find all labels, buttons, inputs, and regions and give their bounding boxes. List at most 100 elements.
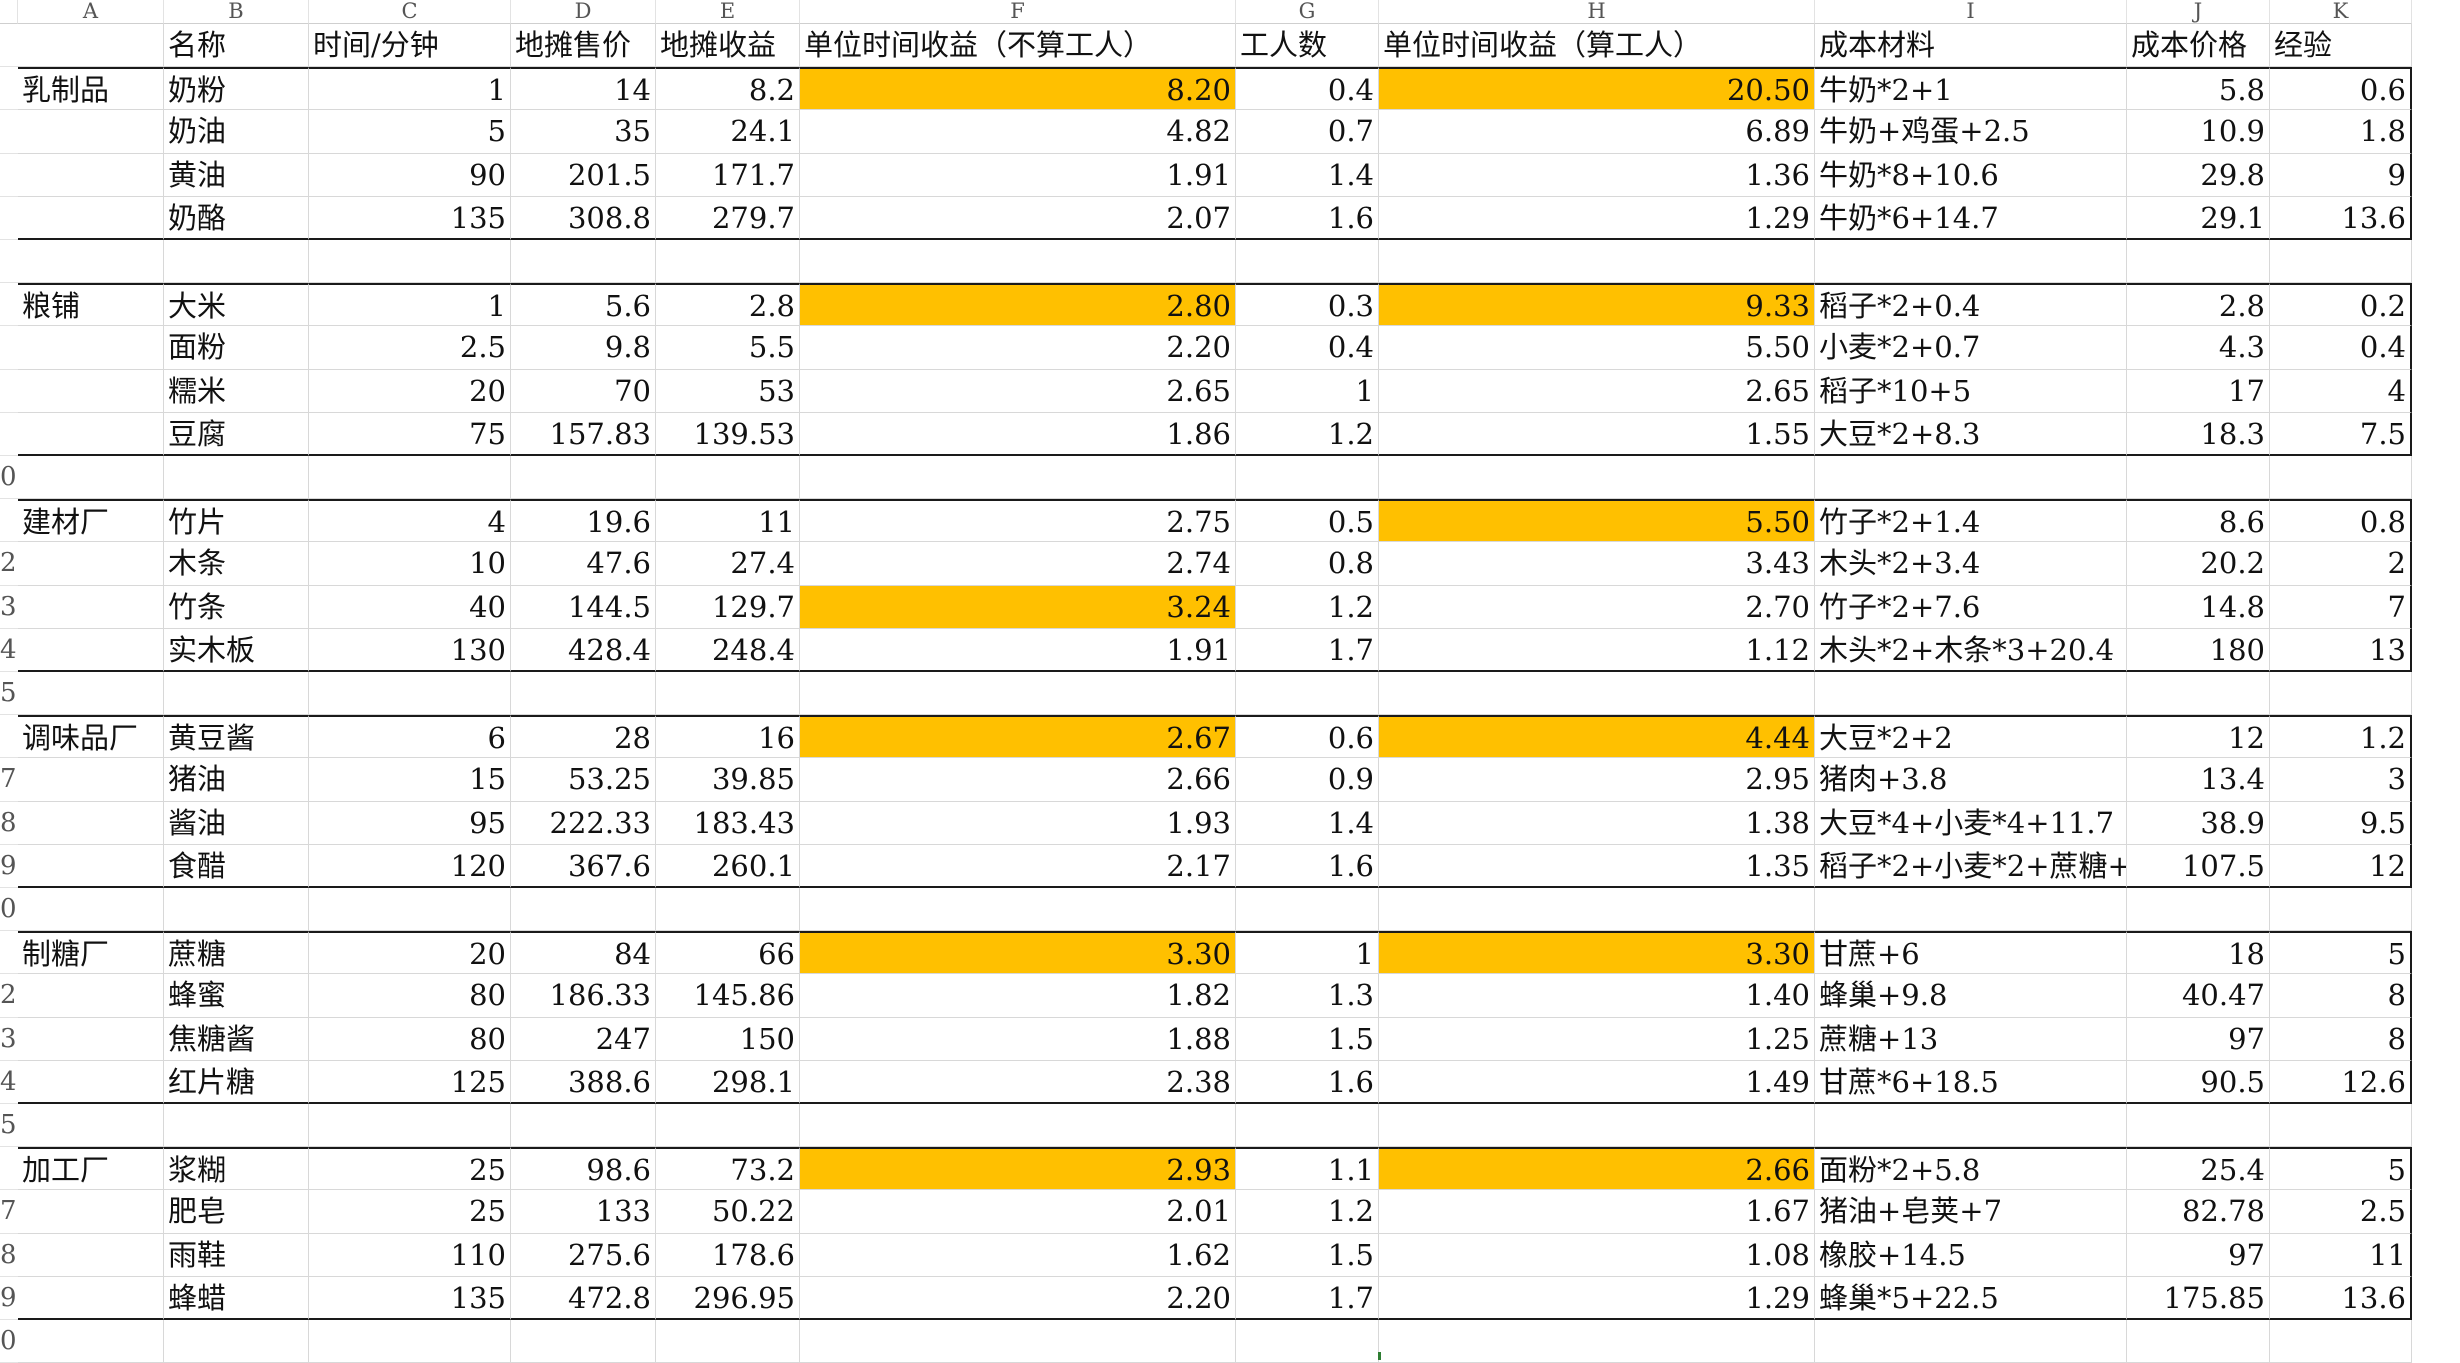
price-col-cell[interactable]: 28 <box>511 715 656 759</box>
profit-col-cell[interactable]: 27.4 <box>656 542 800 586</box>
profit-col-cell[interactable]: 248.4 <box>656 628 800 672</box>
profit-col-cell[interactable]: 298.1 <box>656 1060 800 1104</box>
rate-worker-col-cell[interactable]: 1.40 <box>1379 974 1815 1018</box>
cost-col-cell[interactable]: 20.2 <box>2127 542 2270 586</box>
materials-col-cell[interactable]: 牛奶*6+14.7 <box>1815 196 2127 240</box>
price-col-cell[interactable]: 14 <box>511 67 656 111</box>
name-col-cell[interactable]: 大米 <box>164 283 309 327</box>
cost-col-cell[interactable] <box>2127 888 2270 932</box>
rate-no-worker-col-cell[interactable]: 2.66 <box>800 758 1236 802</box>
materials-col-cell[interactable]: 小麦*2+0.7 <box>1815 326 2127 370</box>
materials-col-cell[interactable]: 大豆*2+8.3 <box>1815 412 2127 456</box>
rate-no-worker-col-cell[interactable]: 2.01 <box>800 1190 1236 1234</box>
column-header-b[interactable]: B <box>164 0 309 24</box>
workers-col-cell[interactable]: 1.6 <box>1236 844 1379 888</box>
exp-col-cell[interactable] <box>2270 456 2412 500</box>
profit-col-cell[interactable]: 66 <box>656 931 800 975</box>
workers-col-cell[interactable]: 0.6 <box>1236 715 1379 759</box>
row-header[interactable] <box>0 283 18 327</box>
price-col-cell[interactable]: 84 <box>511 931 656 975</box>
time-col-cell[interactable]: 20 <box>309 931 511 975</box>
rate-no-worker-col-cell[interactable]: 1.91 <box>800 628 1236 672</box>
rate-worker-col-cell[interactable]: 1.55 <box>1379 412 1815 456</box>
price-col-cell[interactable]: 428.4 <box>511 628 656 672</box>
materials-col-cell[interactable]: 稻子*2+小麦*2+蔗糖+ <box>1815 844 2127 888</box>
cost-col-cell[interactable]: 14.8 <box>2127 585 2270 629</box>
row-header[interactable]: 5 <box>0 672 18 716</box>
group-col-cell[interactable] <box>18 1104 164 1148</box>
time-col-cell[interactable]: 1 <box>309 67 511 111</box>
profit-col-cell[interactable]: 296.95 <box>656 1276 800 1320</box>
time-col-cell[interactable]: 40 <box>309 585 511 629</box>
time-col-cell[interactable]: 5 <box>309 110 511 154</box>
materials-col-cell[interactable]: 甘蔗+6 <box>1815 931 2127 975</box>
materials-col-cell[interactable] <box>1815 672 2127 716</box>
rate-worker-col-cell[interactable]: 20.50 <box>1379 67 1815 111</box>
rate-no-worker-col-cell[interactable]: 1.88 <box>800 1017 1236 1061</box>
exp-col-cell[interactable]: 1.8 <box>2270 110 2412 154</box>
profit-col-cell[interactable]: 50.22 <box>656 1190 800 1234</box>
rate-worker-col-cell[interactable]: 1.12 <box>1379 628 1815 672</box>
profit-col-cell[interactable]: 5.5 <box>656 326 800 370</box>
exp-col-cell[interactable]: 12.6 <box>2270 1060 2412 1104</box>
workers-col-cell[interactable]: 1 <box>1236 369 1379 413</box>
rate-worker-col-cell[interactable] <box>1379 672 1815 716</box>
name-col-cell[interactable]: 豆腐 <box>164 412 309 456</box>
workers-col-cell[interactable]: 1.5 <box>1236 1017 1379 1061</box>
rate-no-worker-col-cell[interactable] <box>800 1104 1236 1148</box>
cost-col-cell[interactable]: 2.8 <box>2127 283 2270 327</box>
rate-no-worker-col-cell[interactable] <box>800 456 1236 500</box>
exp-col-cell[interactable] <box>2270 1320 2412 1363</box>
select-all-corner[interactable] <box>0 0 18 24</box>
price-col-cell[interactable]: 472.8 <box>511 1276 656 1320</box>
cost-col-cell[interactable]: 17 <box>2127 369 2270 413</box>
row-header[interactable] <box>0 326 18 370</box>
time-col-cell[interactable]: 120 <box>309 844 511 888</box>
column-header-c[interactable]: C <box>309 0 511 24</box>
group-col-cell[interactable] <box>18 1276 164 1320</box>
header-cell-time-col[interactable]: 时间/分钟 <box>309 24 511 68</box>
time-col-cell[interactable]: 130 <box>309 628 511 672</box>
rate-no-worker-col-cell[interactable]: 3.24 <box>800 585 1236 629</box>
workers-col-cell[interactable]: 1.4 <box>1236 153 1379 197</box>
time-col-cell[interactable]: 20 <box>309 369 511 413</box>
profit-col-cell[interactable]: 16 <box>656 715 800 759</box>
row-header[interactable]: 3 <box>0 1017 18 1061</box>
price-col-cell[interactable]: 247 <box>511 1017 656 1061</box>
column-header-i[interactable]: I <box>1815 0 2127 24</box>
materials-col-cell[interactable]: 稻子*2+0.4 <box>1815 283 2127 327</box>
rate-no-worker-col-cell[interactable]: 1.93 <box>800 801 1236 845</box>
materials-col-cell[interactable]: 猪油+皂荚+7 <box>1815 1190 2127 1234</box>
profit-col-cell[interactable]: 260.1 <box>656 844 800 888</box>
time-col-cell[interactable]: 95 <box>309 801 511 845</box>
row-header[interactable] <box>0 67 18 111</box>
row-header[interactable] <box>0 110 18 154</box>
name-col-cell[interactable] <box>164 1104 309 1148</box>
group-col-cell[interactable] <box>18 1190 164 1234</box>
materials-col-cell[interactable]: 竹子*2+1.4 <box>1815 499 2127 543</box>
header-cell-profit-col[interactable]: 地摊收益 <box>656 24 800 68</box>
workers-col-cell[interactable] <box>1236 672 1379 716</box>
workers-col-cell[interactable] <box>1236 456 1379 500</box>
exp-col-cell[interactable]: 8 <box>2270 1017 2412 1061</box>
profit-col-cell[interactable]: 24.1 <box>656 110 800 154</box>
exp-col-cell[interactable]: 3 <box>2270 758 2412 802</box>
group-col-cell[interactable] <box>18 542 164 586</box>
workers-col-cell[interactable]: 1.7 <box>1236 1276 1379 1320</box>
name-col-cell[interactable]: 焦糖酱 <box>164 1017 309 1061</box>
exp-col-cell[interactable] <box>2270 1104 2412 1148</box>
price-col-cell[interactable] <box>511 672 656 716</box>
row-header[interactable]: 4 <box>0 1060 18 1104</box>
group-col-cell[interactable] <box>18 240 164 284</box>
column-header-j[interactable]: J <box>2127 0 2270 24</box>
rate-no-worker-col-cell[interactable]: 2.17 <box>800 844 1236 888</box>
time-col-cell[interactable]: 135 <box>309 196 511 240</box>
group-label-cell[interactable]: 乳制品 <box>18 67 164 111</box>
exp-col-cell[interactable]: 0.8 <box>2270 499 2412 543</box>
materials-col-cell[interactable]: 牛奶+鸡蛋+2.5 <box>1815 110 2127 154</box>
rate-worker-col-cell[interactable]: 2.65 <box>1379 369 1815 413</box>
exp-col-cell[interactable]: 2.5 <box>2270 1190 2412 1234</box>
group-col-cell[interactable] <box>18 1320 164 1363</box>
profit-col-cell[interactable]: 145.86 <box>656 974 800 1018</box>
price-col-cell[interactable]: 275.6 <box>511 1233 656 1277</box>
